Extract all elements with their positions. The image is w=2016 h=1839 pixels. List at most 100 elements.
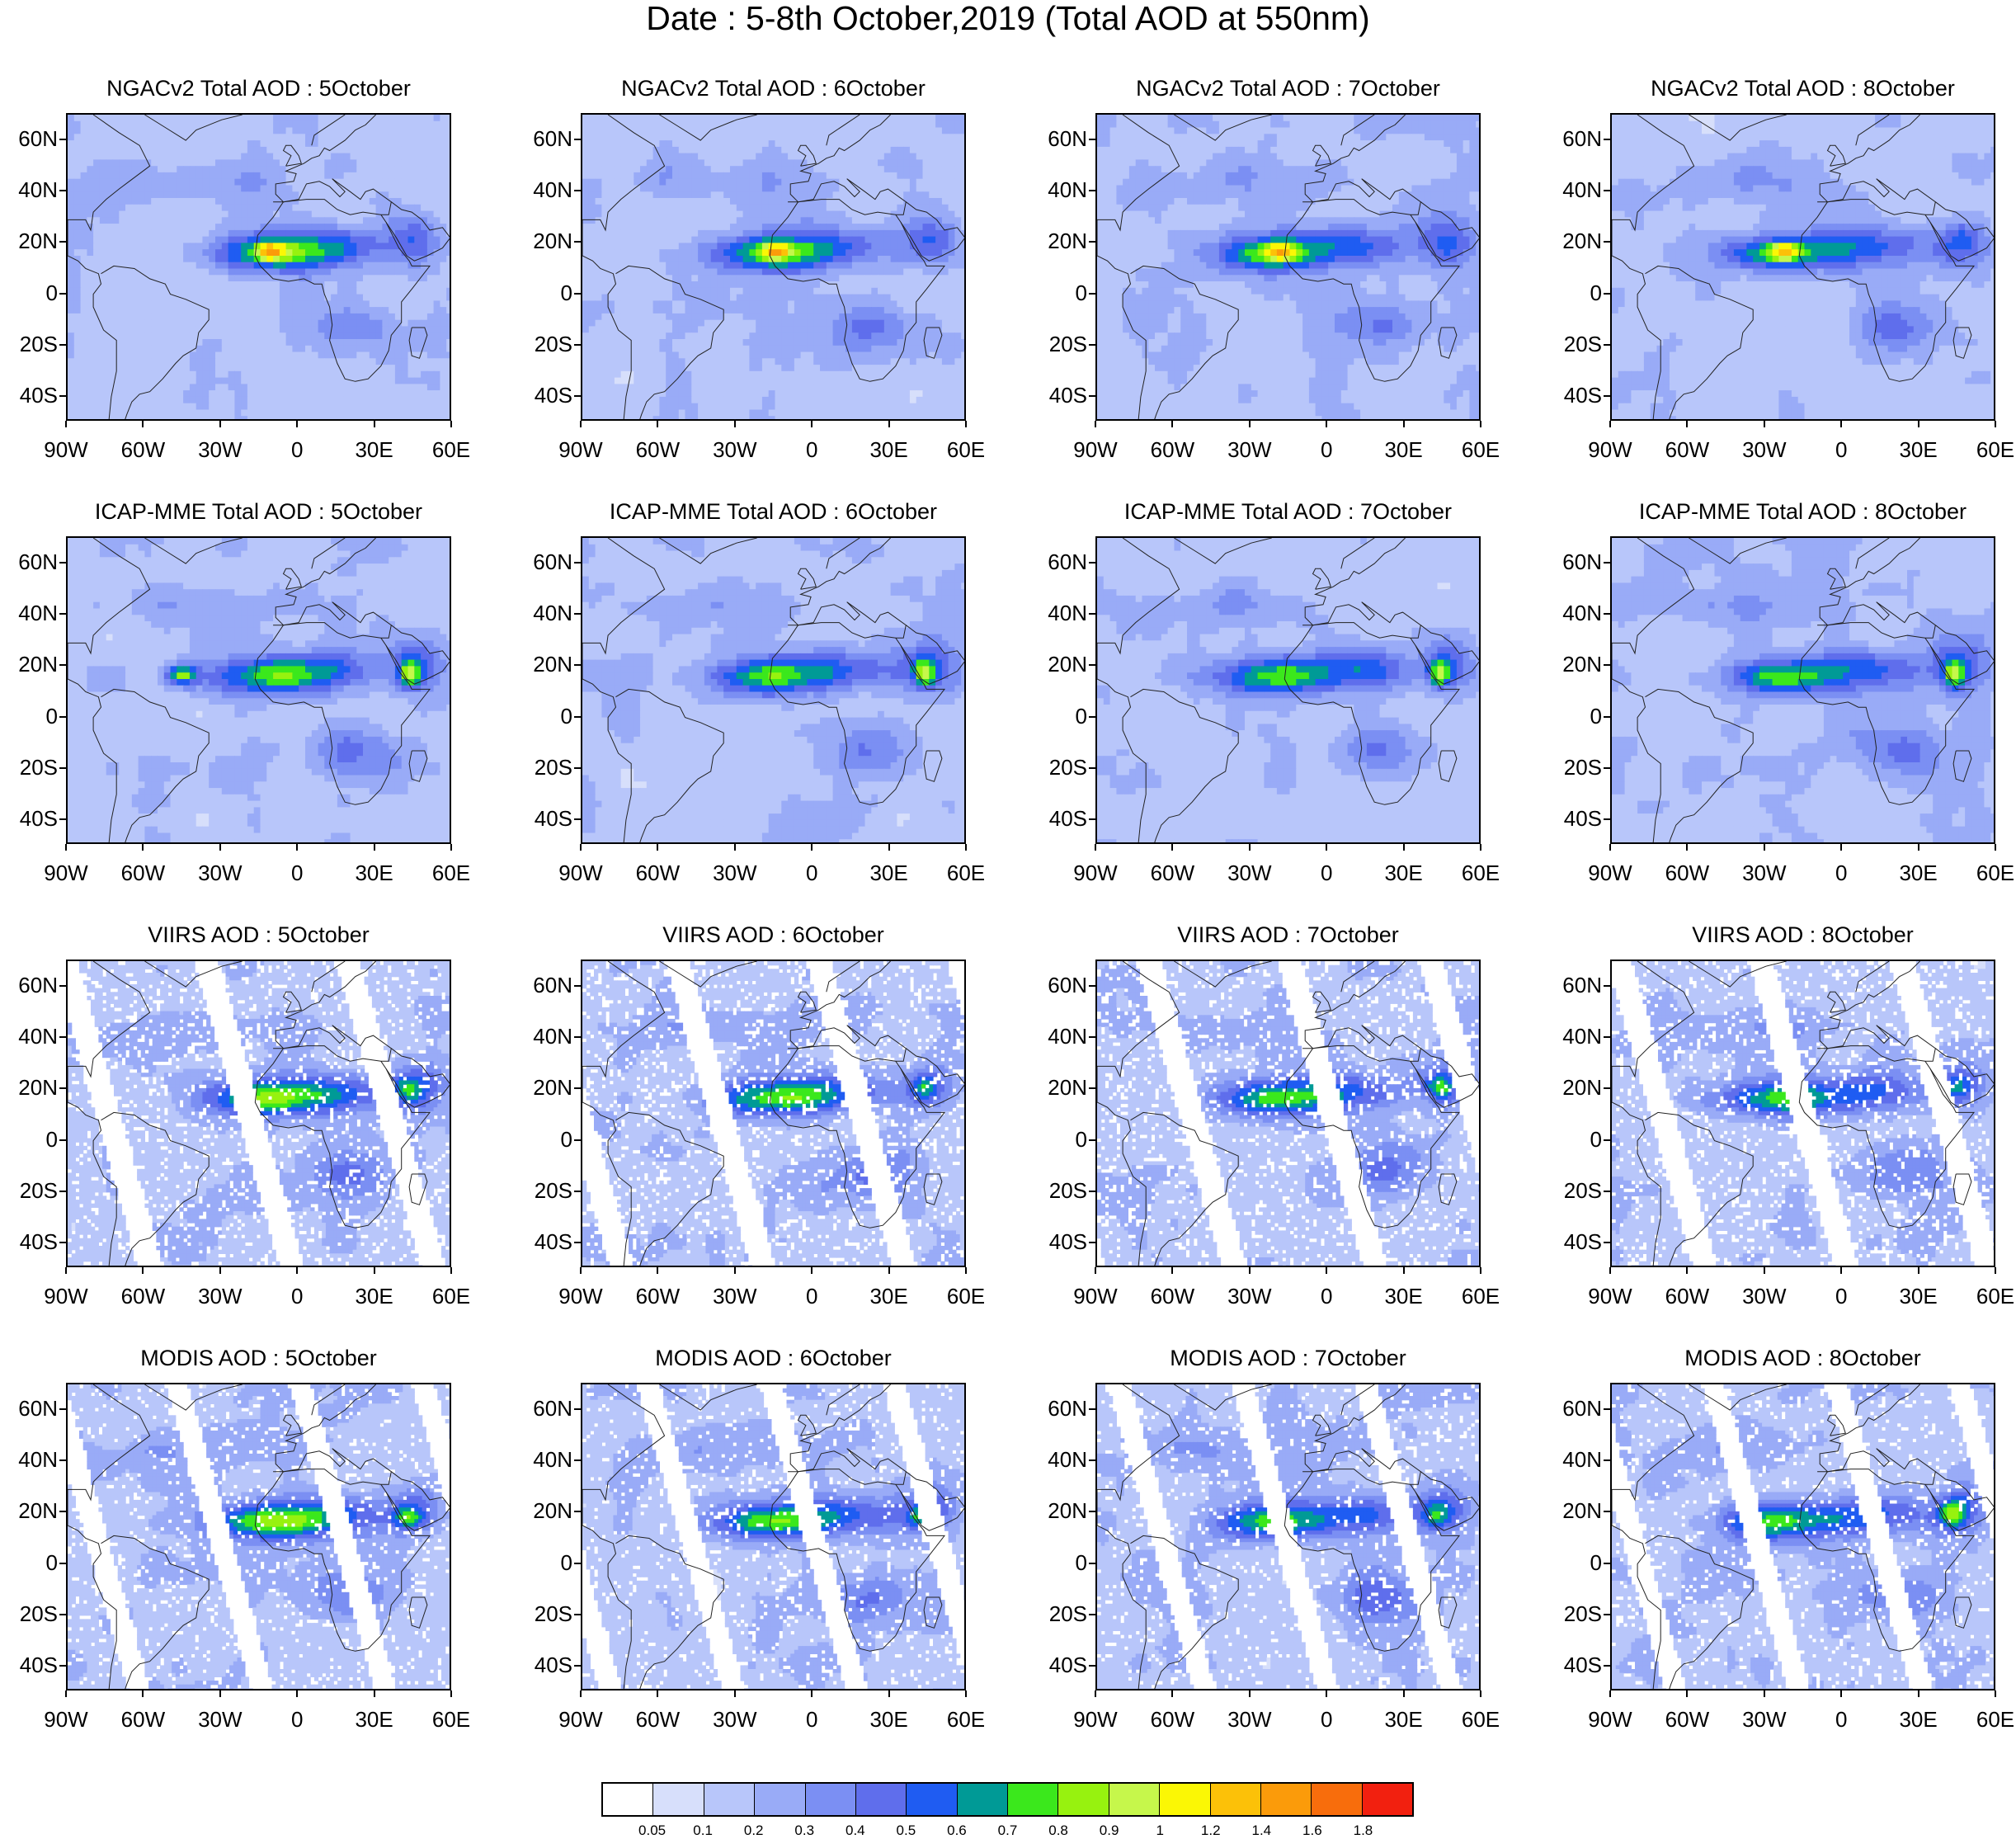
colorbar-cell	[1058, 1784, 1109, 1815]
y-tick	[574, 1242, 581, 1243]
y-tick	[1089, 395, 1095, 397]
y-tick	[59, 1087, 66, 1089]
y-tick	[1089, 767, 1095, 769]
x-tick-label: 30W	[1217, 1285, 1283, 1307]
x-tick	[1840, 1690, 1842, 1697]
panel-title: VIIRS AOD : 8October	[1610, 922, 1995, 947]
y-tick-label: 20N	[5, 1077, 58, 1098]
map-panel: VIIRS AOD : 7October 60N 40N 20N 0 20S 40S 90W 6…	[1029, 922, 1544, 1346]
x-tick-label: 0	[1293, 1285, 1359, 1307]
y-tick-label: 20N	[1034, 653, 1087, 675]
x-tick	[374, 1267, 375, 1274]
x-tick	[1609, 844, 1611, 851]
y-tick-label: 0	[1034, 705, 1087, 727]
y-tick	[1089, 1087, 1095, 1089]
panel-title: ICAP-MME Total AOD : 5October	[66, 499, 451, 524]
x-tick-label: 90W	[33, 1709, 99, 1730]
x-tick-label: 30W	[1217, 439, 1283, 460]
y-tick	[1089, 1614, 1095, 1615]
y-tick-label: 40S	[1034, 1231, 1087, 1252]
x-tick	[1609, 1690, 1611, 1697]
map-frame	[1610, 113, 1995, 421]
x-tick	[965, 1267, 967, 1274]
y-tick	[1604, 241, 1610, 243]
y-tick-label: 20S	[1549, 757, 1602, 778]
map-panel: VIIRS AOD : 8October 60N 40N 20N 0 20S 40S 90W 6…	[1544, 922, 2016, 1346]
map-frame	[66, 960, 451, 1267]
aod-map	[582, 1384, 966, 1690]
x-tick-label: 0	[779, 1285, 845, 1307]
x-tick-label: 30W	[187, 439, 253, 460]
colorbar-cell	[1211, 1784, 1261, 1815]
y-tick	[574, 139, 581, 140]
map-frame	[1095, 113, 1481, 421]
y-tick	[574, 241, 581, 243]
y-tick	[574, 1036, 581, 1038]
x-tick-label: 30W	[702, 1285, 768, 1307]
y-tick	[59, 818, 66, 820]
y-tick-label: 20N	[1034, 1077, 1087, 1098]
x-tick-label: 60W	[624, 862, 690, 884]
y-tick	[1089, 985, 1095, 987]
y-tick-label: 20N	[1549, 653, 1602, 675]
aod-map	[1612, 961, 1995, 1267]
x-tick	[374, 1690, 375, 1697]
y-tick-label: 60N	[1034, 551, 1087, 573]
x-tick-label: 30E	[341, 1709, 407, 1730]
x-tick	[296, 1690, 298, 1697]
y-tick	[1604, 767, 1610, 769]
x-tick-label: 90W	[1062, 862, 1128, 884]
y-tick-label: 0	[520, 282, 572, 304]
y-tick	[574, 190, 581, 191]
y-tick-label: 40S	[5, 1654, 58, 1676]
aod-map	[582, 115, 966, 421]
x-tick	[142, 421, 144, 427]
y-tick-label: 60N	[1549, 1398, 1602, 1419]
x-tick-label: 30W	[187, 1709, 253, 1730]
y-tick	[1089, 1563, 1095, 1564]
x-tick-label: 90W	[1577, 1285, 1643, 1307]
x-tick	[65, 844, 67, 851]
x-tick-label: 60E	[1448, 1709, 1514, 1730]
colorbar-cell	[958, 1784, 1008, 1815]
x-tick-label: 30E	[1886, 439, 1952, 460]
x-tick	[734, 421, 736, 427]
y-tick-label: 20S	[520, 1603, 572, 1624]
y-tick-label: 20S	[1034, 1603, 1087, 1624]
y-tick	[1089, 241, 1095, 243]
x-tick	[219, 844, 221, 851]
y-tick-label: 20S	[5, 1603, 58, 1624]
x-tick-label: 30E	[1371, 1285, 1437, 1307]
panel-title: NGACv2 Total AOD : 7October	[1095, 76, 1481, 101]
y-tick	[1089, 1665, 1095, 1667]
y-tick	[1604, 1408, 1610, 1410]
x-tick-label: 60W	[624, 1709, 690, 1730]
aod-map	[1097, 961, 1481, 1267]
y-tick	[1604, 985, 1610, 987]
y-tick-label: 20S	[5, 333, 58, 355]
aod-map	[1097, 538, 1481, 844]
x-tick-label: 30E	[856, 1285, 922, 1307]
x-tick-label: 30E	[341, 439, 407, 460]
y-tick-label: 0	[1034, 1552, 1087, 1573]
x-tick	[1095, 1267, 1096, 1274]
map-panel: NGACv2 Total AOD : 5October 60N 40N 20N 0 20S…	[0, 76, 515, 499]
y-tick-label: 20N	[520, 653, 572, 675]
y-tick	[1089, 1408, 1095, 1410]
x-tick-label: 60W	[1139, 1285, 1205, 1307]
colorbar-cell	[1363, 1784, 1412, 1815]
x-tick-label: 90W	[1577, 439, 1643, 460]
x-tick	[1764, 1690, 1765, 1697]
x-tick	[657, 421, 658, 427]
map-panel: MODIS AOD : 5October 60N 40N 20N 0 20S 40S 90W 6…	[0, 1346, 515, 1769]
y-tick-label: 0	[520, 1552, 572, 1573]
figure-title: Date : 5-8th October,2019 (Total AOD at …	[0, 0, 2016, 36]
x-tick-label: 60W	[110, 439, 176, 460]
x-tick-label: 60E	[1962, 439, 2016, 460]
colorbar-cell	[755, 1784, 805, 1815]
y-tick	[59, 1191, 66, 1192]
y-tick-label: 40S	[1034, 1654, 1087, 1676]
y-tick	[1604, 1665, 1610, 1667]
y-tick	[59, 293, 66, 295]
y-tick-label: 40S	[520, 808, 572, 829]
